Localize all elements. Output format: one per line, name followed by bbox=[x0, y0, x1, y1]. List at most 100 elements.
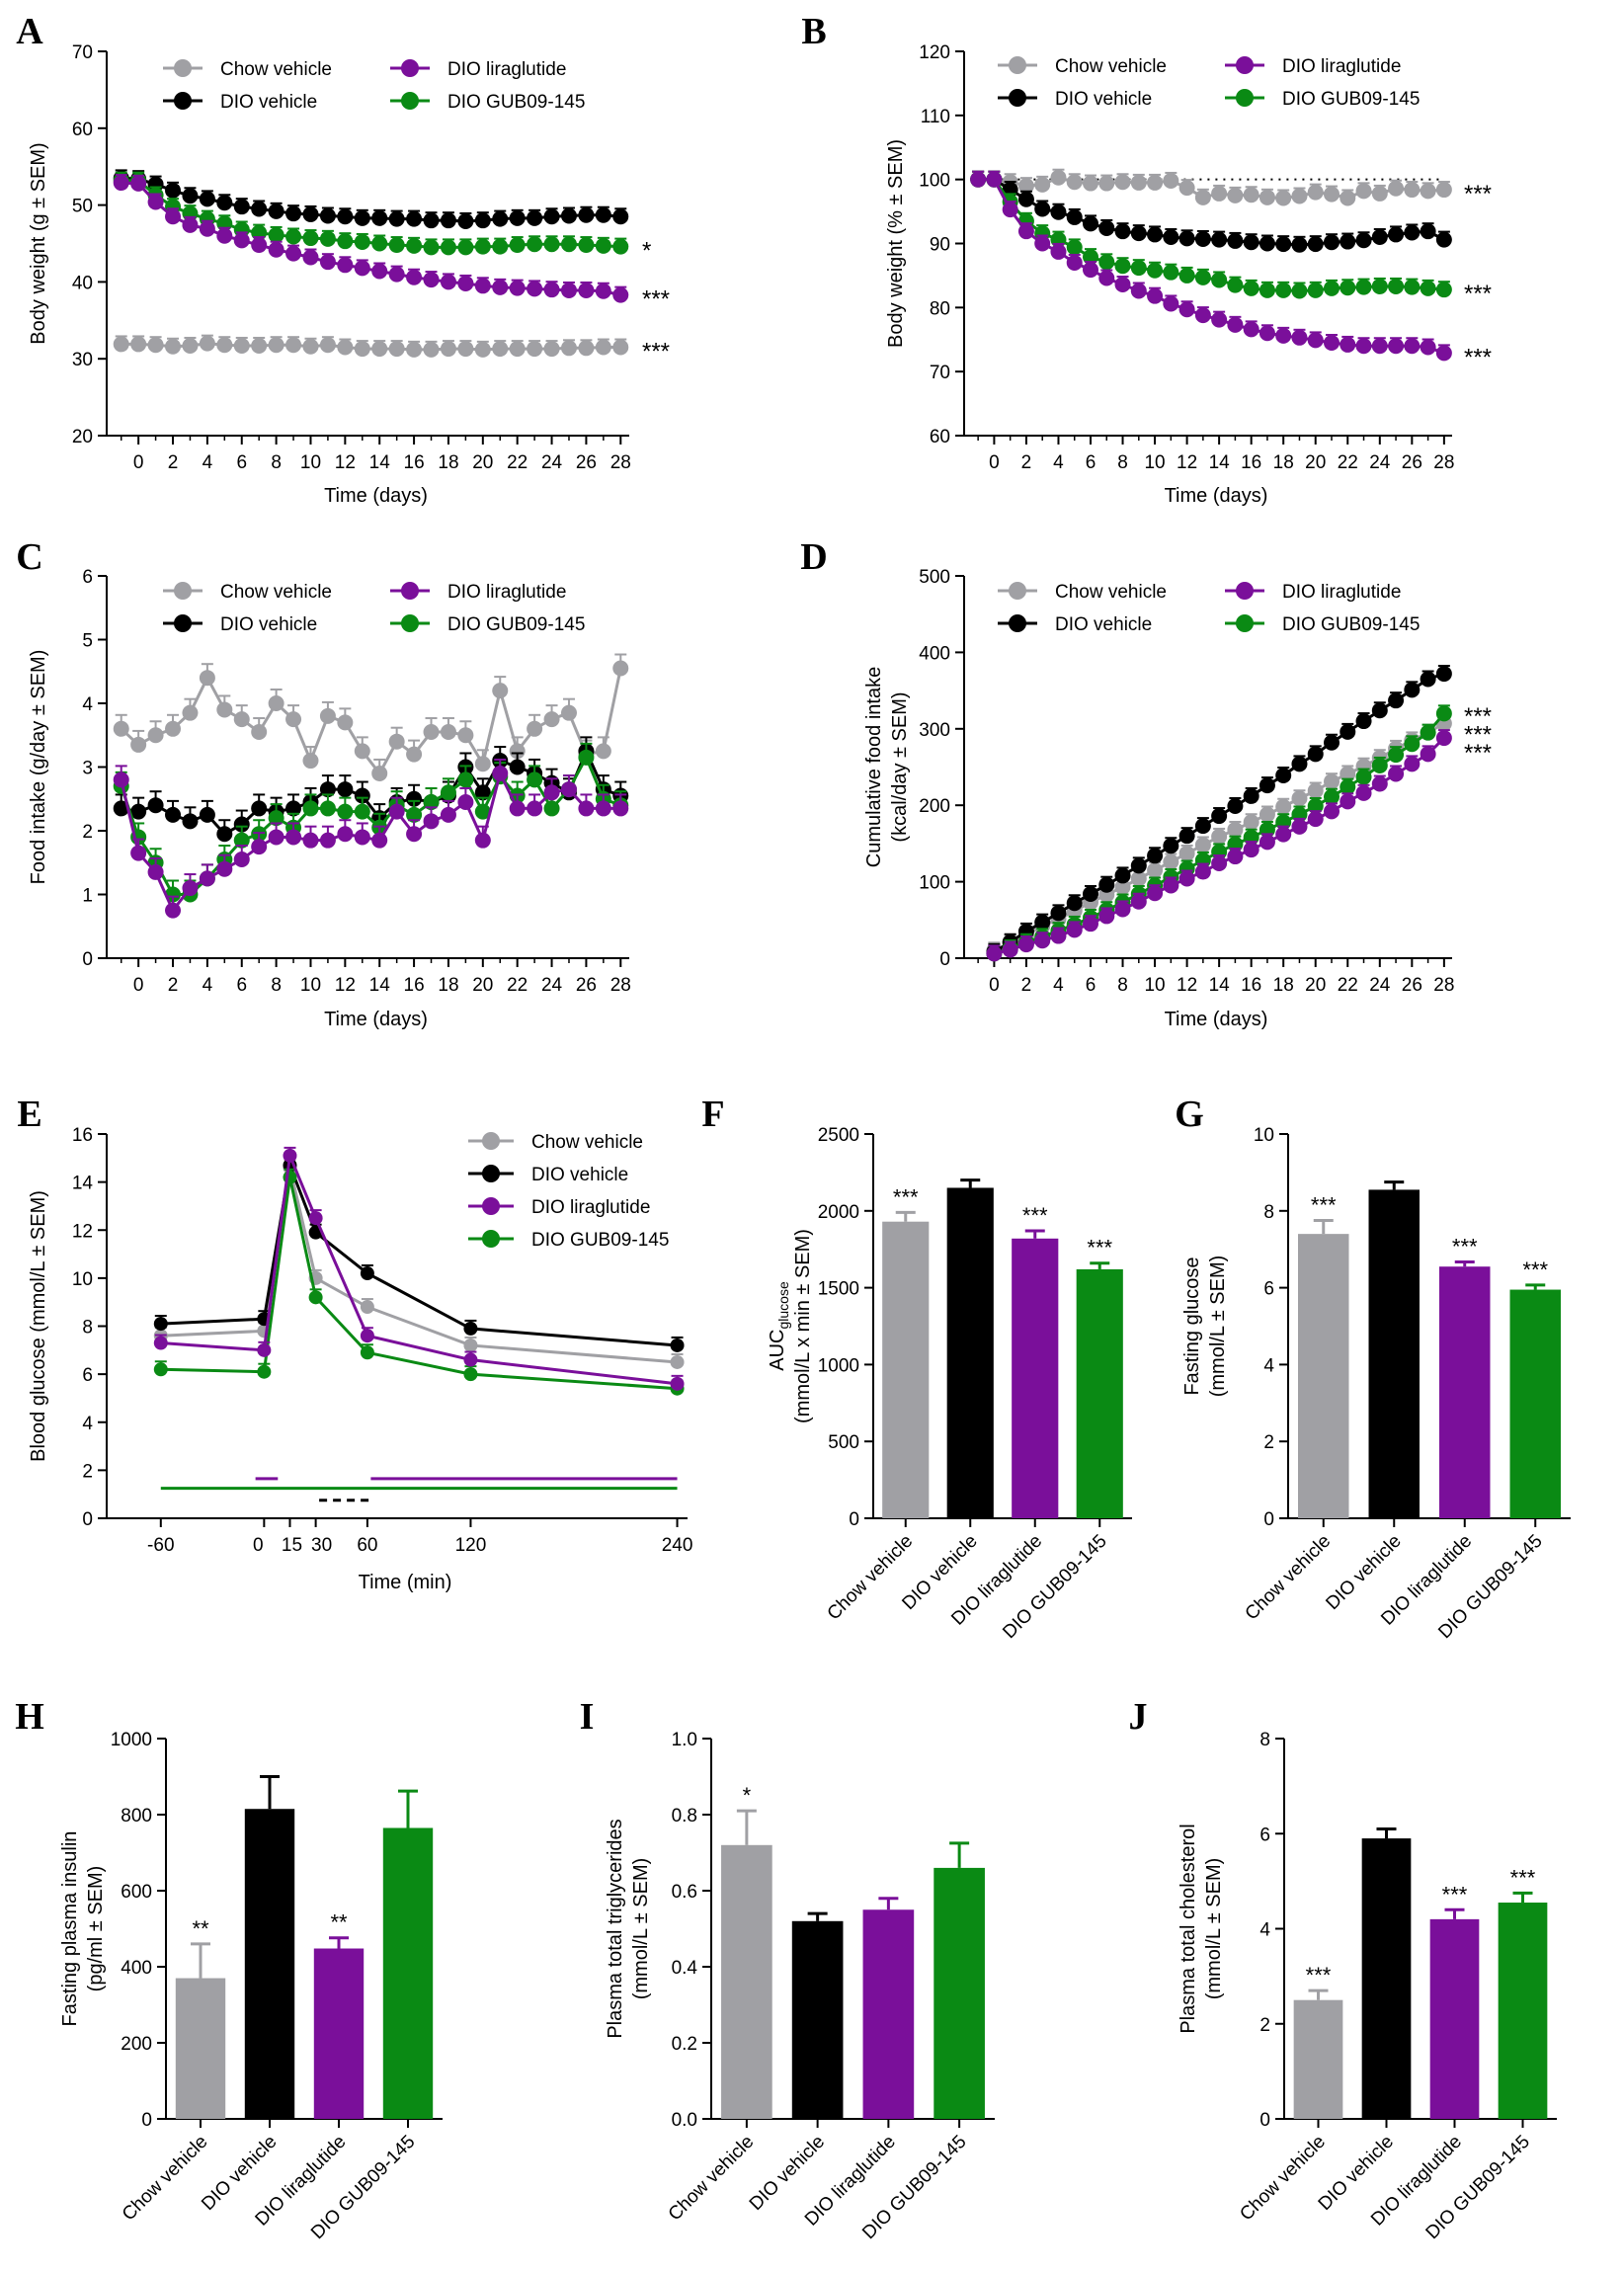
data-point bbox=[509, 280, 526, 296]
data-point bbox=[423, 341, 440, 358]
data-point bbox=[165, 902, 182, 919]
legend: Chow vehicle DIO liraglutide DIO vehicle DI… bbox=[163, 582, 585, 635]
data-point bbox=[1388, 180, 1405, 197]
data-point bbox=[482, 1197, 500, 1215]
data-point bbox=[1404, 182, 1421, 199]
data-point bbox=[509, 800, 526, 817]
x-tick-label: 12 bbox=[1177, 452, 1197, 473]
data-point bbox=[1243, 787, 1259, 804]
y-axis-label: Body weight (g ± SEM) bbox=[28, 142, 49, 344]
data-point bbox=[423, 724, 440, 741]
data-point bbox=[423, 272, 440, 288]
data-point bbox=[147, 863, 164, 880]
x-tick-label: 0 bbox=[133, 975, 144, 996]
data-point bbox=[1147, 174, 1164, 191]
y-tick-label: 6 bbox=[82, 567, 93, 588]
data-point bbox=[1355, 183, 1372, 200]
data-point bbox=[1009, 89, 1026, 107]
y-axis-label: Fasting plasma insulin bbox=[59, 1831, 81, 2027]
data-point bbox=[457, 793, 474, 810]
panel-label: I bbox=[580, 1696, 595, 1738]
x-tick-label: 24 bbox=[1369, 452, 1391, 473]
data-point bbox=[285, 228, 302, 245]
series-dio_vehicle bbox=[986, 665, 1452, 960]
data-point bbox=[1291, 756, 1308, 772]
data-point bbox=[1211, 272, 1228, 288]
x-tick-label: 4 bbox=[1053, 975, 1064, 996]
data-point bbox=[1098, 270, 1115, 286]
data-point bbox=[1404, 682, 1421, 698]
data-point bbox=[463, 1321, 478, 1336]
legend: Chow vehicle DIO liraglutide DIO vehicle DI… bbox=[998, 582, 1420, 635]
data-point bbox=[1034, 235, 1051, 252]
significance-marker: ** bbox=[192, 1916, 209, 1941]
data-point bbox=[199, 670, 215, 687]
data-point bbox=[268, 203, 284, 219]
y-axis-label: Blood glucose (mmol/L ± SEM) bbox=[28, 1190, 49, 1462]
legend-label-gub: DIO GUB09-145 bbox=[1282, 614, 1420, 635]
data-point bbox=[560, 340, 577, 357]
data-point bbox=[1307, 797, 1324, 814]
data-point bbox=[130, 803, 147, 820]
x-tick-label: 26 bbox=[1402, 452, 1422, 473]
data-point bbox=[268, 337, 284, 354]
data-point bbox=[1307, 184, 1324, 201]
legend: Chow vehicle DIO liraglutide DIO vehicle DI… bbox=[163, 59, 585, 113]
data-point bbox=[319, 800, 336, 817]
data-point bbox=[319, 781, 336, 798]
data-point bbox=[308, 1211, 323, 1226]
y-axis-label-main: AUC bbox=[767, 1330, 788, 1371]
data-point bbox=[199, 191, 215, 207]
data-point bbox=[1194, 863, 1211, 880]
data-point bbox=[251, 237, 268, 254]
data-point bbox=[1275, 768, 1292, 784]
x-tick-label: 26 bbox=[576, 452, 597, 473]
data-point bbox=[354, 233, 370, 250]
data-point bbox=[440, 212, 456, 229]
data-point bbox=[1275, 327, 1292, 344]
data-point bbox=[337, 339, 354, 356]
x-tick-label: 8 bbox=[1117, 975, 1128, 996]
data-point bbox=[1388, 692, 1405, 709]
x-tick-label: 16 bbox=[404, 452, 425, 473]
data-point bbox=[268, 226, 284, 243]
data-point bbox=[216, 826, 233, 843]
data-point bbox=[147, 797, 164, 814]
y-tick-label: 0 bbox=[849, 1509, 859, 1530]
data-point bbox=[1114, 276, 1131, 292]
data-point bbox=[1307, 782, 1324, 799]
data-point bbox=[406, 269, 423, 285]
data-point bbox=[1259, 806, 1275, 823]
data-point bbox=[216, 195, 233, 211]
data-point bbox=[1404, 756, 1421, 772]
data-point bbox=[1324, 186, 1340, 203]
x-tick-label: 28 bbox=[1433, 452, 1454, 473]
y-tick-label: 2000 bbox=[818, 1202, 859, 1223]
data-point bbox=[283, 1148, 297, 1163]
bar-chow bbox=[1293, 1999, 1343, 2119]
legend-label-liraglutide: DIO liraglutide bbox=[531, 1197, 650, 1218]
data-point bbox=[463, 1338, 478, 1352]
significance-marker: *** bbox=[1464, 721, 1492, 748]
y-axis-label: Fasting glucose bbox=[1181, 1257, 1203, 1395]
data-point bbox=[165, 806, 182, 823]
bar-chow bbox=[721, 1844, 772, 2119]
series-liraglutide bbox=[113, 758, 629, 919]
panel-label: G bbox=[1175, 1094, 1204, 1135]
data-point bbox=[1130, 857, 1147, 874]
data-point bbox=[1404, 279, 1421, 295]
data-point bbox=[1114, 174, 1131, 191]
data-point bbox=[1275, 282, 1292, 298]
data-point bbox=[1098, 908, 1115, 925]
x-axis-label: Time (days) bbox=[324, 485, 428, 507]
data-point bbox=[1147, 226, 1164, 243]
x-axis-label: Time (min) bbox=[359, 1572, 452, 1593]
x-tick-label: 2 bbox=[1021, 975, 1032, 996]
data-point bbox=[371, 832, 388, 849]
bar-gub bbox=[1076, 1268, 1123, 1518]
data-point bbox=[1259, 834, 1275, 851]
x-axis-label: Time (days) bbox=[324, 1009, 428, 1030]
